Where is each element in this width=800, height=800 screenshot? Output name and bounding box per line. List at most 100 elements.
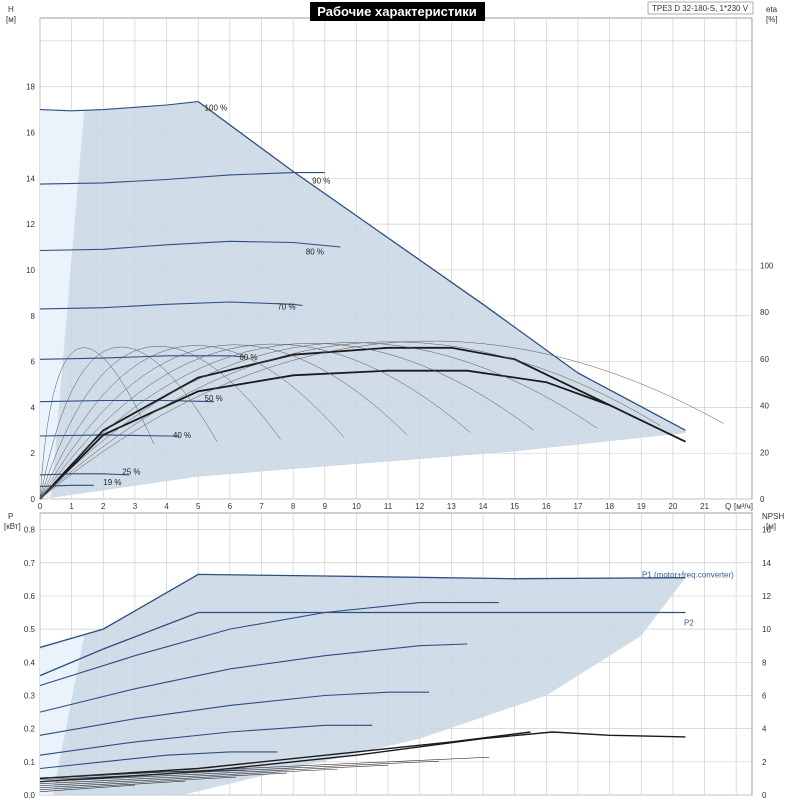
head-curve-line [39, 369, 686, 500]
power-y-tick-label: 0.0 [24, 791, 36, 800]
eta-tick-label: 0 [760, 495, 765, 504]
system-curve [39, 342, 598, 500]
x-tick-label: 15 [510, 502, 519, 511]
x-tick-label: 18 [605, 502, 614, 511]
npsh-tick-label: 0 [762, 791, 767, 800]
chart-title: Рабочие характеристики [317, 4, 477, 19]
y-tick-label: 2 [31, 449, 36, 458]
power-y-tick-label: 0.1 [24, 758, 36, 767]
system-curve [39, 343, 471, 500]
head-curve-line [39, 240, 341, 252]
x-tick-label: 7 [259, 502, 264, 511]
npsh-axis-label: NPSH [762, 512, 784, 521]
power-y-tick-label: 0.6 [24, 592, 36, 601]
system-curve [39, 346, 281, 500]
power-y-tick-label: 0.8 [24, 526, 36, 535]
eta-tick-label: 100 [760, 261, 774, 270]
power-y-tick-label: 0.3 [24, 691, 36, 700]
y-tick-label: 10 [26, 266, 35, 275]
x-tick-label: 5 [196, 502, 201, 511]
eta-tick-label: 80 [760, 308, 769, 317]
x-tick-label: 12 [415, 502, 424, 511]
power-y-tick-label: 0.7 [24, 559, 36, 568]
x-tick-label: 16 [542, 502, 551, 511]
system-curve [39, 341, 661, 500]
curve-label: 50 % [205, 394, 223, 403]
head-curve-line [39, 172, 325, 185]
power-operating-region [40, 574, 686, 795]
eta-axis-unit: [%] [766, 15, 778, 24]
p1-series-label: P1 (motor+freq.converter) [642, 570, 734, 579]
x-tick-label: 9 [323, 502, 328, 511]
head-curve-line [39, 355, 246, 360]
x-tick-label: 10 [352, 502, 361, 511]
eta-tick-label: 40 [760, 402, 769, 411]
system-curve [39, 340, 724, 500]
x-tick-label: 1 [69, 502, 74, 511]
curve-label: 40 % [173, 431, 191, 440]
x-tick-label: 0 [38, 502, 43, 511]
y-axis-label: H [8, 5, 14, 14]
npsh-curve-line [39, 760, 439, 781]
y-tick-label: 0 [31, 495, 36, 504]
x-tick-label: 20 [668, 502, 677, 511]
y-tick-label: 14 [26, 174, 35, 183]
x-axis-unit: [м³/ч] [734, 502, 753, 511]
curve-label: 80 % [306, 248, 324, 257]
y-tick-label: 8 [31, 312, 36, 321]
head-curve-line [39, 434, 180, 437]
model-label: TPE3 D 32-180-S, 1*230 V [652, 4, 749, 13]
head-curve-line [39, 346, 610, 500]
y-tick-label: 12 [26, 220, 35, 229]
npsh-curve-line [39, 780, 186, 790]
curve-label: 19 % [103, 478, 121, 487]
power-curve-line [39, 724, 373, 756]
power-y-tick-label: 0.4 [24, 658, 36, 667]
npsh-tick-label: 12 [762, 592, 771, 601]
curve-label: 60 % [239, 353, 257, 362]
head-operating-region [40, 101, 686, 499]
head-curve-chart: 100 %90 %80 %70 %60 %50 %40 %25 %19 %0 1 2… [6, 5, 778, 511]
power-curve-line [39, 691, 430, 736]
head-curve-line [197, 101, 686, 431]
chart-chrome: Рабочие характеристики TPE3 D 32-180-S, … [310, 1, 754, 21]
npsh-tick-label: 16 [762, 526, 771, 535]
npsh-curve-line [39, 764, 389, 783]
npsh-curve-line [39, 784, 135, 792]
x-tick-label: 14 [479, 502, 488, 511]
eta-tick-label: 20 [760, 448, 769, 457]
power-axis-label: P [8, 512, 13, 521]
eta-tick-label: 60 [760, 355, 769, 364]
head-curve-line [39, 432, 686, 500]
npsh-tick-label: 2 [762, 758, 767, 767]
x-tick-label: 11 [384, 502, 393, 511]
power-y-tick-label: 0.2 [24, 725, 36, 734]
system-curve [39, 347, 155, 500]
system-curve [39, 343, 534, 500]
npsh-tick-label: 8 [762, 658, 767, 667]
p2-series-label: P2 [684, 618, 694, 627]
npsh-tick-label: 4 [762, 725, 767, 734]
curve-label: 70 % [277, 303, 295, 312]
model-label-box [647, 1, 754, 15]
power-curve-line [39, 573, 686, 649]
title-background [310, 2, 485, 21]
npsh-curve-line [39, 756, 490, 779]
x-tick-label: 6 [228, 502, 233, 511]
x-axis-label: Q [725, 502, 731, 511]
power-curve-line [39, 751, 278, 770]
system-curve [39, 345, 344, 500]
x-tick-label: 8 [291, 502, 296, 511]
npsh-tick-label: 6 [762, 691, 767, 700]
y-tick-label: 18 [26, 83, 35, 92]
y-tick-label: 4 [31, 403, 36, 412]
power-axis-unit: [кВт] [4, 522, 21, 531]
power-curve-line [39, 731, 686, 783]
system-curve [39, 344, 408, 500]
curve-label: 90 % [312, 177, 330, 186]
eta-axis-label: eta [766, 5, 778, 14]
y-tick-label: 16 [26, 129, 35, 138]
y-tick-label: 6 [31, 358, 36, 367]
head-curve-line [39, 301, 303, 310]
